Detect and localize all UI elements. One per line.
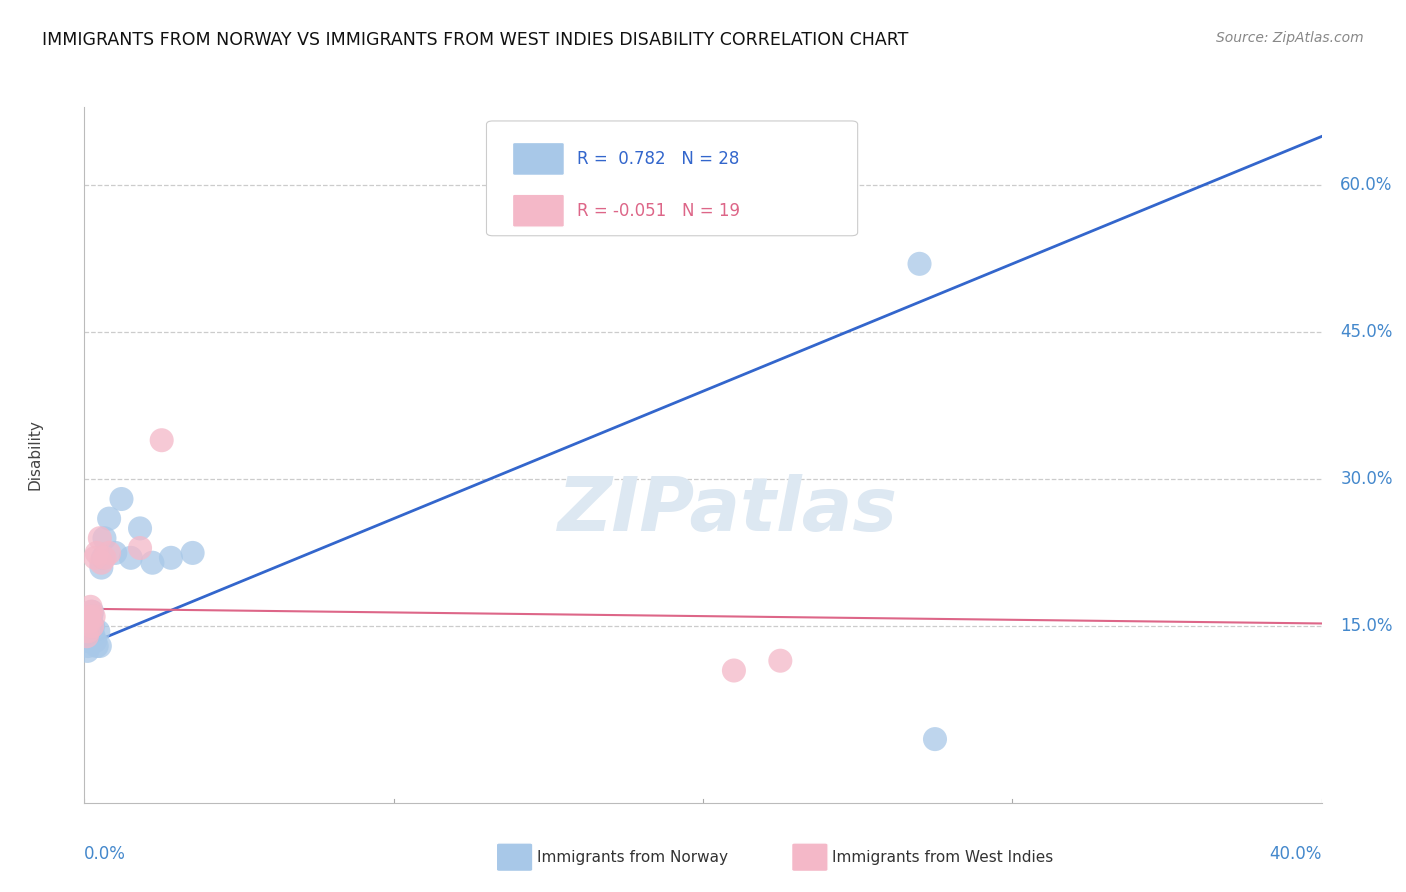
Point (79, 619, 101, 633)
Text: 30.0%: 30.0% (1340, 470, 1393, 489)
Point (769, 654, 792, 668)
Point (80, 605, 103, 619)
Point (83, 609, 105, 624)
Text: Disability: Disability (27, 419, 42, 491)
Text: Immigrants from Norway: Immigrants from Norway (537, 850, 728, 864)
Text: Immigrants from West Indies: Immigrants from West Indies (832, 850, 1053, 864)
Point (77, 609, 100, 624)
Text: IMMIGRANTS FROM NORWAY VS IMMIGRANTS FROM WEST INDIES DISABILITY CORRELATION CHA: IMMIGRANTS FROM NORWAY VS IMMIGRANTS FRO… (42, 31, 908, 49)
Point (82, 619, 104, 633)
Point (98, 546, 121, 560)
Text: 0.0%: 0.0% (84, 845, 127, 863)
Point (120, 550, 142, 565)
Point (89, 531, 111, 545)
Point (908, 257, 931, 271)
FancyBboxPatch shape (512, 143, 564, 176)
Point (181, 546, 204, 560)
FancyBboxPatch shape (486, 121, 858, 235)
Point (93, 550, 115, 565)
Text: 15.0%: 15.0% (1340, 617, 1393, 635)
Text: 60.0%: 60.0% (1340, 177, 1392, 194)
Point (91, 550, 114, 565)
Point (79, 624, 101, 639)
Point (86, 639, 108, 653)
Text: ZIPatlas: ZIPatlas (558, 474, 898, 547)
Point (76, 615, 98, 629)
Point (86, 546, 108, 560)
Point (89, 639, 111, 653)
Point (924, 732, 946, 747)
Point (141, 556, 163, 570)
Point (87, 624, 110, 639)
FancyBboxPatch shape (512, 194, 564, 227)
Point (79, 615, 101, 629)
Point (77, 629, 100, 643)
Text: 40.0%: 40.0% (1270, 845, 1322, 863)
Point (160, 550, 183, 565)
Point (93, 531, 115, 545)
Text: Source: ZipAtlas.com: Source: ZipAtlas.com (1216, 31, 1364, 45)
Point (98, 511, 121, 525)
Point (77, 624, 100, 639)
Point (104, 546, 127, 560)
Point (79, 599, 101, 614)
Point (76, 634, 98, 648)
Point (150, 434, 173, 448)
Point (82, 605, 104, 619)
Point (83, 629, 105, 643)
Point (79, 615, 101, 629)
Point (90, 560, 112, 574)
Point (129, 541, 152, 555)
Point (82, 619, 104, 633)
Point (723, 664, 745, 678)
Point (84, 634, 107, 648)
Point (80, 609, 103, 624)
Text: R = -0.051   N = 19: R = -0.051 N = 19 (576, 202, 740, 219)
Point (84, 550, 107, 565)
Point (129, 521, 152, 535)
Point (77, 639, 100, 653)
Point (76, 644, 98, 658)
Text: 45.0%: 45.0% (1340, 324, 1392, 342)
Point (110, 491, 132, 506)
Text: R =  0.782   N = 28: R = 0.782 N = 28 (576, 150, 740, 168)
Point (76, 629, 98, 643)
Point (90, 556, 112, 570)
